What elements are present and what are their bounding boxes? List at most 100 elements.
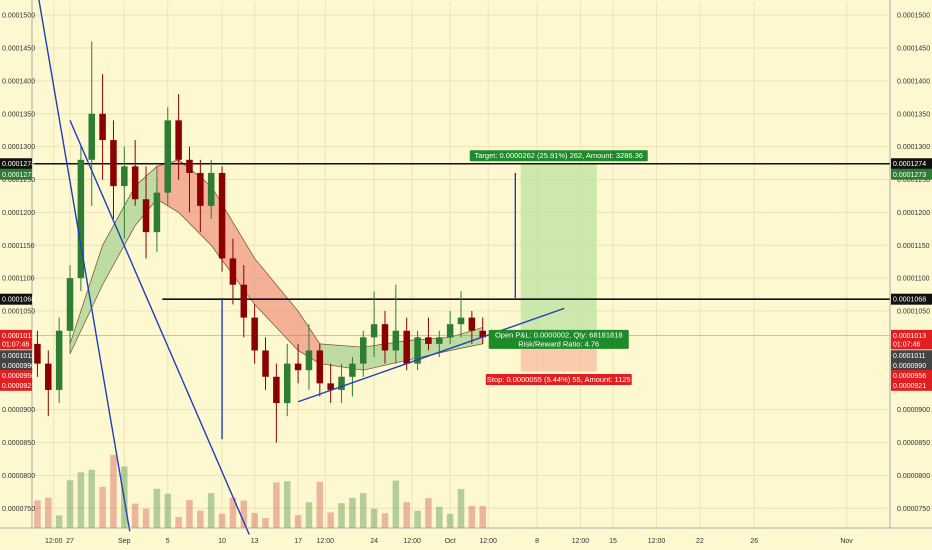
candle-body[interactable] — [34, 343, 41, 364]
candle-body[interactable] — [164, 120, 172, 193]
candle-body[interactable] — [251, 317, 258, 351]
candle-body[interactable] — [110, 140, 117, 187]
y-tick-label-left: 0.0001100 — [2, 276, 35, 283]
annotations-layer: Target: 0.0000262 (25.91%) 262, Amount: … — [469, 150, 648, 386]
candle-body[interactable] — [273, 376, 280, 404]
candle-body[interactable] — [207, 172, 215, 206]
target-zone[interactable] — [520, 163, 597, 336]
candle-body[interactable] — [142, 199, 150, 233]
candle-body[interactable] — [88, 113, 95, 160]
left-price-tag: 0.0001011 — [2, 353, 35, 360]
candle-body[interactable] — [349, 363, 356, 377]
candle-body[interactable] — [425, 337, 432, 344]
volume-bar — [414, 510, 421, 528]
candle-body[interactable] — [45, 363, 52, 390]
candle-body[interactable] — [403, 330, 410, 364]
candle-body[interactable] — [381, 324, 389, 351]
trendline-rising-support[interactable] — [297, 307, 565, 403]
left-price-tag: 0.0000956 — [2, 373, 35, 380]
volume-bar — [327, 512, 334, 528]
candle-body[interactable] — [186, 159, 193, 173]
candle-body[interactable] — [175, 120, 182, 160]
x-tick-label: 10 — [218, 538, 226, 545]
volume-bar — [142, 508, 150, 528]
right-price-tag: 0.0001068 — [893, 297, 926, 304]
left-price-tag-bg — [0, 338, 32, 350]
volume-bar — [283, 481, 291, 528]
target-label-text: Target: 0.0000262 (25.91%) 262, Amount: … — [475, 151, 643, 160]
right-price-tag-bg — [891, 293, 932, 305]
volume-bar — [110, 454, 117, 528]
candle-body[interactable] — [99, 113, 106, 141]
volume-bar — [457, 489, 465, 528]
candle-body[interactable] — [392, 330, 400, 351]
x-tick-label: 13 — [251, 538, 259, 545]
x-tick-label: 15 — [609, 538, 617, 545]
volume-bar — [338, 503, 345, 528]
candle-body[interactable] — [327, 383, 334, 390]
candle-body[interactable] — [436, 337, 443, 344]
x-tick-label: 12:00 — [572, 538, 590, 545]
candle-body[interactable] — [262, 350, 269, 377]
y-tick-label-left: 0.0001350 — [2, 111, 35, 118]
candle-body[interactable] — [468, 317, 476, 331]
x-tick-label: 5 — [166, 538, 170, 545]
candle-body[interactable] — [294, 363, 302, 371]
volume-bar — [99, 486, 106, 528]
y-tick-label-right: 0.0001150 — [897, 243, 930, 250]
candle-body[interactable] — [197, 172, 204, 206]
y-tick-label-left: 0.0001250 — [2, 177, 35, 184]
candle-body[interactable] — [338, 376, 345, 390]
candle-body[interactable] — [240, 284, 248, 318]
y-tick-label-right: 0.0001250 — [897, 177, 930, 184]
candles-layer[interactable] — [34, 41, 486, 443]
right-price-tag-bg — [891, 379, 932, 391]
candle-body[interactable] — [131, 166, 139, 200]
volume-bar — [218, 513, 226, 528]
y-tick-label-left: 0.0000900 — [2, 407, 35, 414]
candle-body[interactable] — [479, 330, 486, 338]
volume-bar — [305, 502, 313, 528]
candle-body[interactable] — [283, 363, 291, 404]
right-price-tag: 0.0000956 — [893, 373, 926, 380]
volume-bar — [294, 515, 302, 528]
candle-body[interactable] — [77, 159, 85, 279]
candle-body[interactable] — [414, 337, 421, 364]
trendline-downtrend-1[interactable] — [32, 0, 131, 532]
right-price-tag: 0.0001273 — [893, 172, 926, 179]
candle-body[interactable] — [153, 192, 161, 233]
volume-bar — [164, 493, 172, 528]
candle-body[interactable] — [121, 166, 128, 187]
volume-bar — [349, 497, 356, 528]
volume-bar — [425, 498, 432, 528]
candle-body[interactable] — [218, 172, 226, 259]
candle-body[interactable] — [305, 350, 313, 371]
left-price-tag: 0.0001013 — [2, 333, 35, 340]
trendlines-layer[interactable] — [32, 0, 565, 535]
right-price-tag: 0.0000990 — [893, 363, 926, 370]
candle-body[interactable] — [457, 317, 465, 325]
volume-bar — [197, 510, 204, 528]
left-price-tag-bg — [0, 350, 32, 362]
x-tick-label: 17 — [294, 538, 302, 545]
volume-bar — [403, 502, 410, 528]
right-price-tag: 0.0001274 — [893, 161, 926, 168]
trendline-downtrend-2[interactable] — [69, 120, 250, 535]
candle-body[interactable] — [66, 278, 74, 331]
candle-body[interactable] — [55, 330, 63, 390]
left-price-tag-bg — [0, 158, 32, 170]
volume-bar — [207, 493, 215, 528]
candle-body[interactable] — [370, 324, 378, 338]
candle-body[interactable] — [229, 258, 237, 285]
left-price-tag: 0.0000921 — [2, 383, 35, 390]
candle-body[interactable] — [359, 337, 367, 364]
x-tick-label: 12:00 — [316, 538, 334, 545]
candle-body[interactable] — [316, 350, 324, 384]
y-tick-label-left: 0.0000800 — [2, 473, 35, 480]
y-tick-label-left: 0.0001050 — [2, 309, 35, 316]
candle-body[interactable] — [446, 324, 454, 338]
right-price-tag: 0.0001011 — [893, 353, 926, 360]
